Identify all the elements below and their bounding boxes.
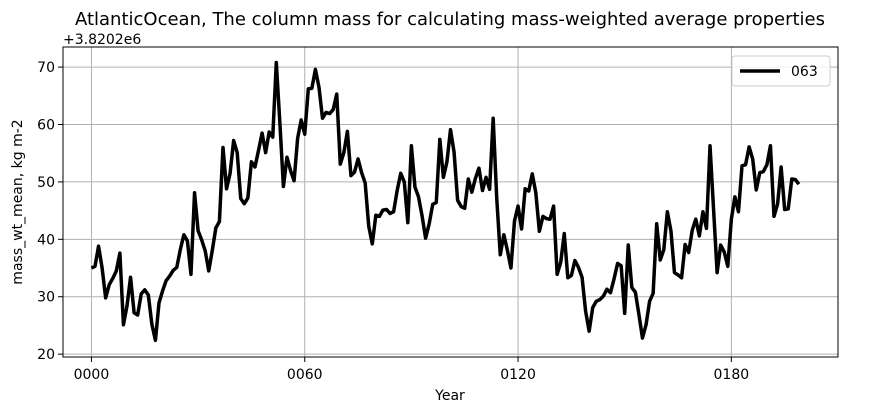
x-tick-label: 0060 [287, 367, 323, 383]
x-axis-ticks: 0000 0060 0120 0180 [74, 357, 750, 383]
x-tick-label: 0180 [714, 367, 750, 383]
y-tick-label: 30 [37, 290, 55, 306]
legend: 063 [731, 55, 831, 87]
legend-box [731, 55, 831, 87]
y-tick-label: 50 [37, 175, 55, 191]
legend-label-063: 063 [791, 64, 818, 80]
y-axis-offset-label: +3.8202e6 [63, 32, 141, 48]
y-tick-label: 20 [37, 347, 55, 363]
x-tick-label: 0000 [74, 367, 110, 383]
x-axis-label: Year [434, 388, 465, 404]
plot-frame [62, 46, 839, 358]
chart-title: AtlanticOcean, The column mass for calcu… [75, 9, 825, 30]
x-tick-label: 0120 [500, 367, 536, 383]
y-tick-label: 60 [37, 118, 55, 134]
y-axis-label: mass_wt_mean, kg m-2 [10, 119, 26, 284]
y-axis-ticks: 20 30 40 50 60 70 [37, 60, 63, 363]
y-tick-label: 70 [37, 60, 55, 76]
y-tick-label: 40 [37, 232, 55, 248]
series-line-063 [90, 60, 801, 343]
grid-lines [63, 47, 838, 357]
